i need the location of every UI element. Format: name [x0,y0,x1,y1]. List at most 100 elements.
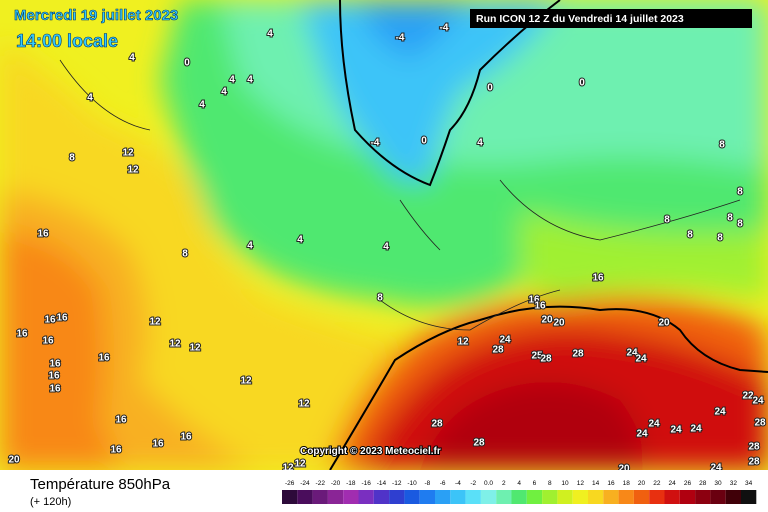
scale-swatch [358,490,374,504]
contour-label: 12 [457,337,469,348]
contour-label: 0 [421,136,427,147]
scale-label: 10 [561,480,569,487]
contour-label: 16 [534,301,546,312]
contour-label: 12 [240,376,252,387]
contour-label: 25 [531,351,543,362]
scale-swatch [679,490,696,504]
contour-label: 28 [748,457,760,468]
scale-label: 20 [638,480,646,487]
scale-swatch [633,490,650,504]
contour-label: 16 [42,336,54,347]
map-field [0,0,768,471]
contour-label: 8 [719,140,725,151]
contour-label: 24 [648,419,660,430]
scale-label: -12 [392,480,402,487]
contour-label: 24 [626,348,638,359]
run-banner [470,9,752,28]
scale-label: 34 [745,480,753,487]
contour-label: 8 [737,219,743,230]
contour-label: -4 [371,138,380,149]
contour-label: 4 [129,53,135,64]
contour-label: 16 [44,315,56,326]
contour-label: 28 [572,349,584,360]
scale-swatch [496,490,512,504]
contour-label: 16 [16,329,28,340]
scale-swatch [419,490,435,504]
scale-label: -10 [407,480,417,487]
contour-label: 16 [115,415,127,426]
contour-label: 24 [690,424,702,435]
scale-swatch [389,490,405,504]
scale-label: -20 [331,480,341,487]
contour-label: 16 [56,313,68,324]
scale-label: 26 [684,480,692,487]
contour-label: 12 [122,148,134,159]
contour-label: 4 [87,93,93,104]
contour-label: 16 [48,371,60,382]
scale-swatch [435,490,451,504]
contour-label: 4 [229,75,235,86]
scale-label: 16 [607,480,615,487]
contour-label: 28 [540,354,552,365]
scale-swatch [664,490,680,504]
contour-label: 20 [658,318,670,329]
contour-label: 8 [377,293,383,304]
scale-label: 24 [669,480,677,487]
footer-title: Température 850hPa [30,476,171,493]
scale-label: -22 [316,480,326,487]
forecast-time: 14:00 locale [16,31,118,51]
scale-swatch [327,490,344,504]
contour-label: 12 [298,399,310,410]
contour-label: 16 [98,353,110,364]
contour-label: -4 [396,33,405,44]
contour-label: 20 [553,318,565,329]
scale-label: -4 [455,480,461,487]
contour-label: 16 [180,432,192,443]
scale-label: 6 [533,480,537,487]
scale-label: 14 [592,480,600,487]
contour-label: 20 [541,315,553,326]
contour-label: 8 [182,249,188,260]
contour-label: 16 [152,439,164,450]
scale-label: -14 [377,480,387,487]
scale-label: -6 [440,480,446,487]
contour-label: 12 [127,165,139,176]
contour-label: 24 [670,425,682,436]
footer-lead: (+ 120h) [30,496,71,508]
contour-label: 0 [487,83,493,94]
contour-label: 8 [664,215,670,226]
contour-label: 12 [169,339,181,350]
contour-label: 16 [110,445,122,456]
scale-label: 2 [502,480,506,487]
scale-label: 0.0 [484,480,493,487]
contour-label: 20 [8,455,20,466]
contour-label: 4 [199,100,205,111]
scale-swatch [480,490,497,504]
contour-label: 8 [717,233,723,244]
contour-label: 8 [727,213,733,224]
contour-label: 4 [267,29,273,40]
contour-label: 28 [473,438,485,449]
scale-swatch [649,490,665,504]
scale-label: 32 [730,480,738,487]
copyright: Copyright © 2023 Meteociel.fr [300,446,441,457]
scale-swatch [312,490,328,504]
contour-label: 16 [37,229,49,240]
scale-swatch [557,490,573,504]
run-info: Run ICON 12 Z du Vendredi 14 juillet 202… [476,13,684,25]
scale-label: -18 [346,480,356,487]
scale-label: 12 [577,480,585,487]
scale-swatch [695,490,711,504]
contour-label: 16 [49,359,61,370]
contour-label: 4 [383,242,389,253]
scale-label: -24 [300,480,310,487]
scale-label: 22 [653,480,661,487]
contour-label: 24 [499,335,511,346]
scale-swatch [282,490,298,504]
scale-label: 8 [548,480,552,487]
scale-swatch [741,490,757,504]
contour-label: 0 [579,78,585,89]
scale-swatch [588,490,604,504]
scale-swatch [526,490,543,504]
